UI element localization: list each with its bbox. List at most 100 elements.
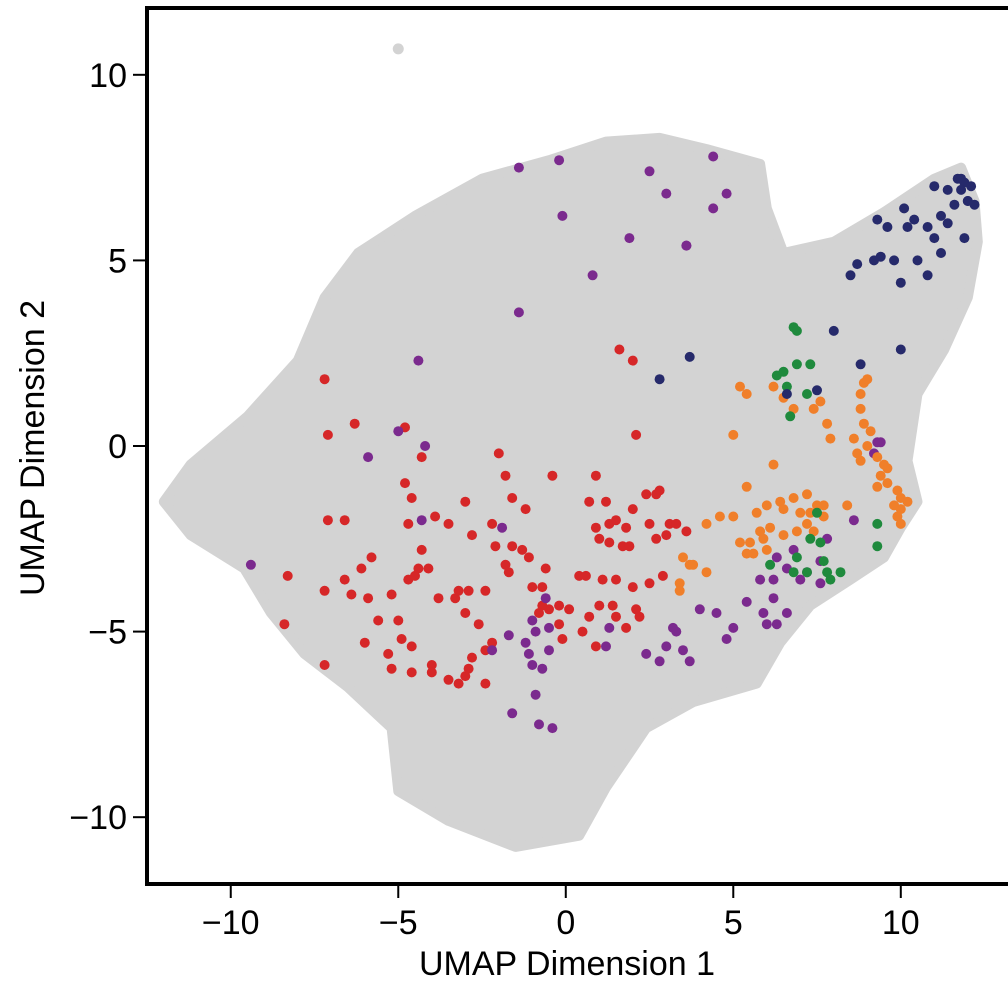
x-axis-title: UMAP Dimension 1 <box>419 945 715 983</box>
highlighted-cell-points <box>245 151 980 734</box>
data-point <box>872 541 883 552</box>
data-point <box>735 381 745 392</box>
data-point <box>339 515 350 526</box>
data-point <box>557 210 568 221</box>
data-point <box>711 608 722 618</box>
data-point <box>493 448 504 459</box>
data-point <box>708 203 719 214</box>
data-point <box>416 452 427 463</box>
data-point <box>872 452 883 463</box>
x-tick-label: −10 <box>202 904 260 942</box>
data-point <box>624 233 635 244</box>
data-point <box>755 574 766 585</box>
data-point <box>467 652 477 663</box>
data-point <box>674 578 685 589</box>
data-point <box>590 522 601 533</box>
data-point <box>534 608 544 618</box>
data-point <box>349 418 360 429</box>
data-point <box>781 389 792 399</box>
data-point <box>781 381 792 392</box>
data-point <box>728 511 739 522</box>
data-point <box>678 552 688 563</box>
data-point <box>802 518 812 529</box>
data-point <box>825 433 836 444</box>
data-point <box>771 619 782 630</box>
data-point <box>795 507 806 518</box>
data-point <box>410 570 420 581</box>
data-point <box>855 359 866 370</box>
background-region <box>158 132 983 852</box>
data-point <box>791 359 802 370</box>
data-point <box>523 552 534 563</box>
y-tick-label: 0 <box>108 428 127 466</box>
data-point <box>936 248 946 258</box>
data-point <box>741 481 752 492</box>
data-point <box>557 634 568 644</box>
data-point <box>426 667 437 678</box>
data-point <box>644 578 655 589</box>
data-point <box>500 470 511 481</box>
data-point <box>922 270 933 281</box>
x-tick-label: 0 <box>556 904 575 942</box>
data-point <box>530 689 541 700</box>
data-point <box>818 500 829 511</box>
data-point <box>708 151 719 162</box>
data-point <box>406 667 417 678</box>
data-point <box>761 500 772 511</box>
data-point <box>547 723 558 734</box>
data-point <box>537 663 548 674</box>
data-point <box>319 585 330 596</box>
data-point <box>473 619 484 630</box>
background-cell-cloud <box>158 43 983 852</box>
data-point <box>791 325 802 336</box>
data-point <box>872 481 883 492</box>
data-point <box>795 574 806 585</box>
data-point <box>865 426 876 437</box>
data-point <box>500 559 511 570</box>
data-point <box>517 544 528 555</box>
data-point <box>741 548 752 559</box>
data-point <box>584 496 595 507</box>
data-point <box>416 515 427 526</box>
data-point <box>778 504 789 515</box>
data-point <box>443 518 454 529</box>
data-point <box>527 660 538 670</box>
data-point <box>825 574 836 585</box>
data-point <box>554 619 565 630</box>
data-point <box>869 255 879 266</box>
data-point <box>802 567 812 578</box>
data-point <box>788 493 799 503</box>
data-point <box>624 541 635 552</box>
data-point <box>805 359 816 370</box>
data-point <box>513 307 524 318</box>
data-point <box>383 648 394 659</box>
data-point <box>902 496 913 507</box>
data-point <box>400 478 410 489</box>
data-point <box>460 496 471 507</box>
data-point <box>627 582 638 593</box>
data-point <box>537 582 548 593</box>
data-point <box>936 210 946 221</box>
data-point <box>912 255 923 266</box>
data-point <box>463 663 474 674</box>
data-point <box>768 459 779 470</box>
data-point <box>590 470 601 481</box>
data-point <box>858 418 869 429</box>
background-outlier-point <box>392 43 404 55</box>
data-point <box>751 507 762 518</box>
data-point <box>714 511 725 522</box>
data-point <box>781 608 792 618</box>
data-point <box>651 533 662 544</box>
data-point <box>942 218 953 229</box>
data-point <box>540 563 551 574</box>
data-point <box>791 552 802 563</box>
data-point <box>862 441 873 451</box>
series-1 <box>245 151 886 734</box>
data-point <box>604 622 615 633</box>
data-point <box>366 552 377 563</box>
data-point <box>590 641 601 652</box>
data-point <box>443 674 454 685</box>
data-point <box>808 403 819 414</box>
data-point <box>627 355 638 366</box>
data-point <box>721 188 732 199</box>
